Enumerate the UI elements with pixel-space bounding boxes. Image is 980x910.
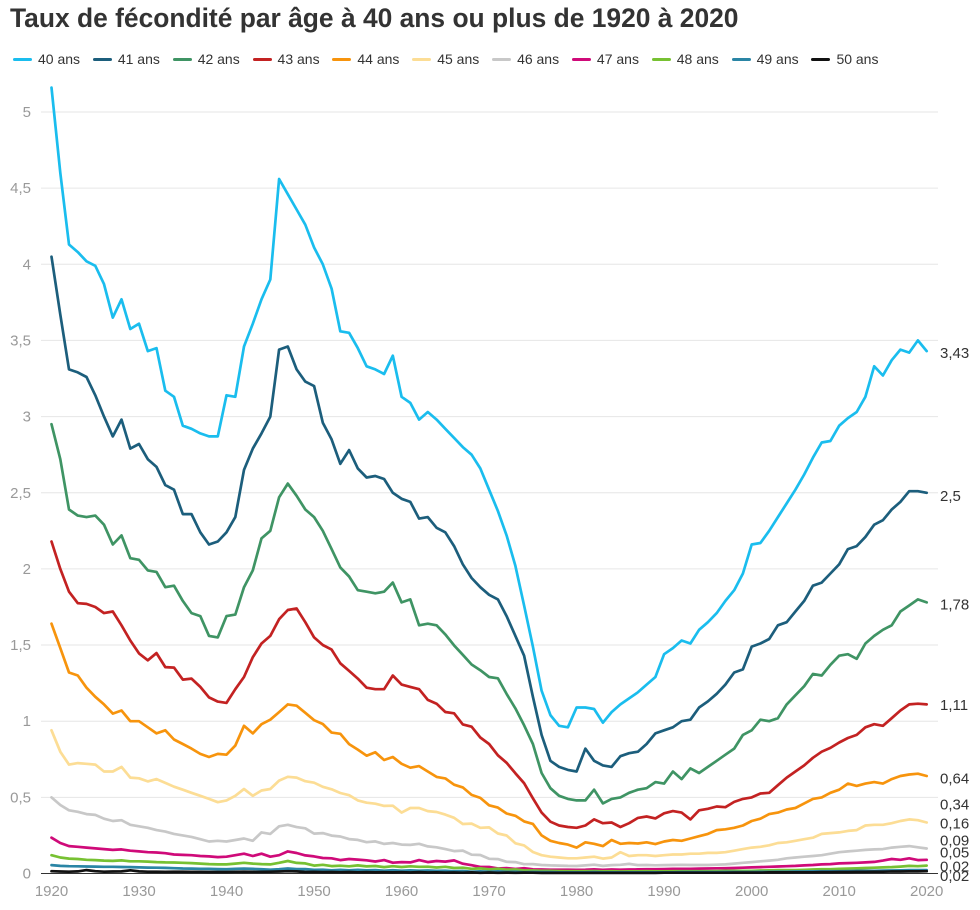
svg-text:4: 4 [23, 256, 31, 273]
svg-text:1980: 1980 [560, 883, 593, 900]
svg-text:3,5: 3,5 [10, 332, 31, 349]
svg-text:0,5: 0,5 [10, 789, 31, 806]
svg-text:0,02: 0,02 [940, 868, 969, 885]
svg-text:1: 1 [23, 713, 31, 730]
svg-text:1930: 1930 [122, 883, 155, 900]
svg-text:1,78: 1,78 [940, 597, 969, 614]
svg-text:3: 3 [23, 409, 31, 426]
svg-text:1960: 1960 [385, 883, 418, 900]
svg-text:0,34: 0,34 [940, 797, 969, 814]
svg-text:2020: 2020 [910, 883, 943, 900]
svg-text:1,5: 1,5 [10, 637, 31, 654]
svg-text:2,5: 2,5 [10, 485, 31, 502]
svg-text:1990: 1990 [647, 883, 680, 900]
svg-text:0,16: 0,16 [940, 816, 969, 833]
svg-text:2: 2 [23, 561, 31, 578]
svg-text:0,09: 0,09 [940, 833, 969, 850]
svg-text:1920: 1920 [35, 883, 68, 900]
svg-text:2000: 2000 [735, 883, 768, 900]
svg-text:1,11: 1,11 [940, 697, 968, 714]
svg-text:0,05: 0,05 [940, 845, 969, 862]
svg-text:2,5: 2,5 [940, 488, 961, 505]
svg-text:5: 5 [23, 104, 31, 121]
svg-text:0,64: 0,64 [940, 771, 969, 788]
svg-text:0,02: 0,02 [940, 859, 969, 876]
svg-text:1950: 1950 [297, 883, 330, 900]
svg-text:4,5: 4,5 [10, 180, 31, 197]
svg-text:1970: 1970 [472, 883, 505, 900]
svg-text:0: 0 [23, 866, 31, 883]
svg-text:2010: 2010 [823, 883, 856, 900]
svg-text:1940: 1940 [210, 883, 243, 900]
svg-text:3,43: 3,43 [940, 345, 969, 362]
